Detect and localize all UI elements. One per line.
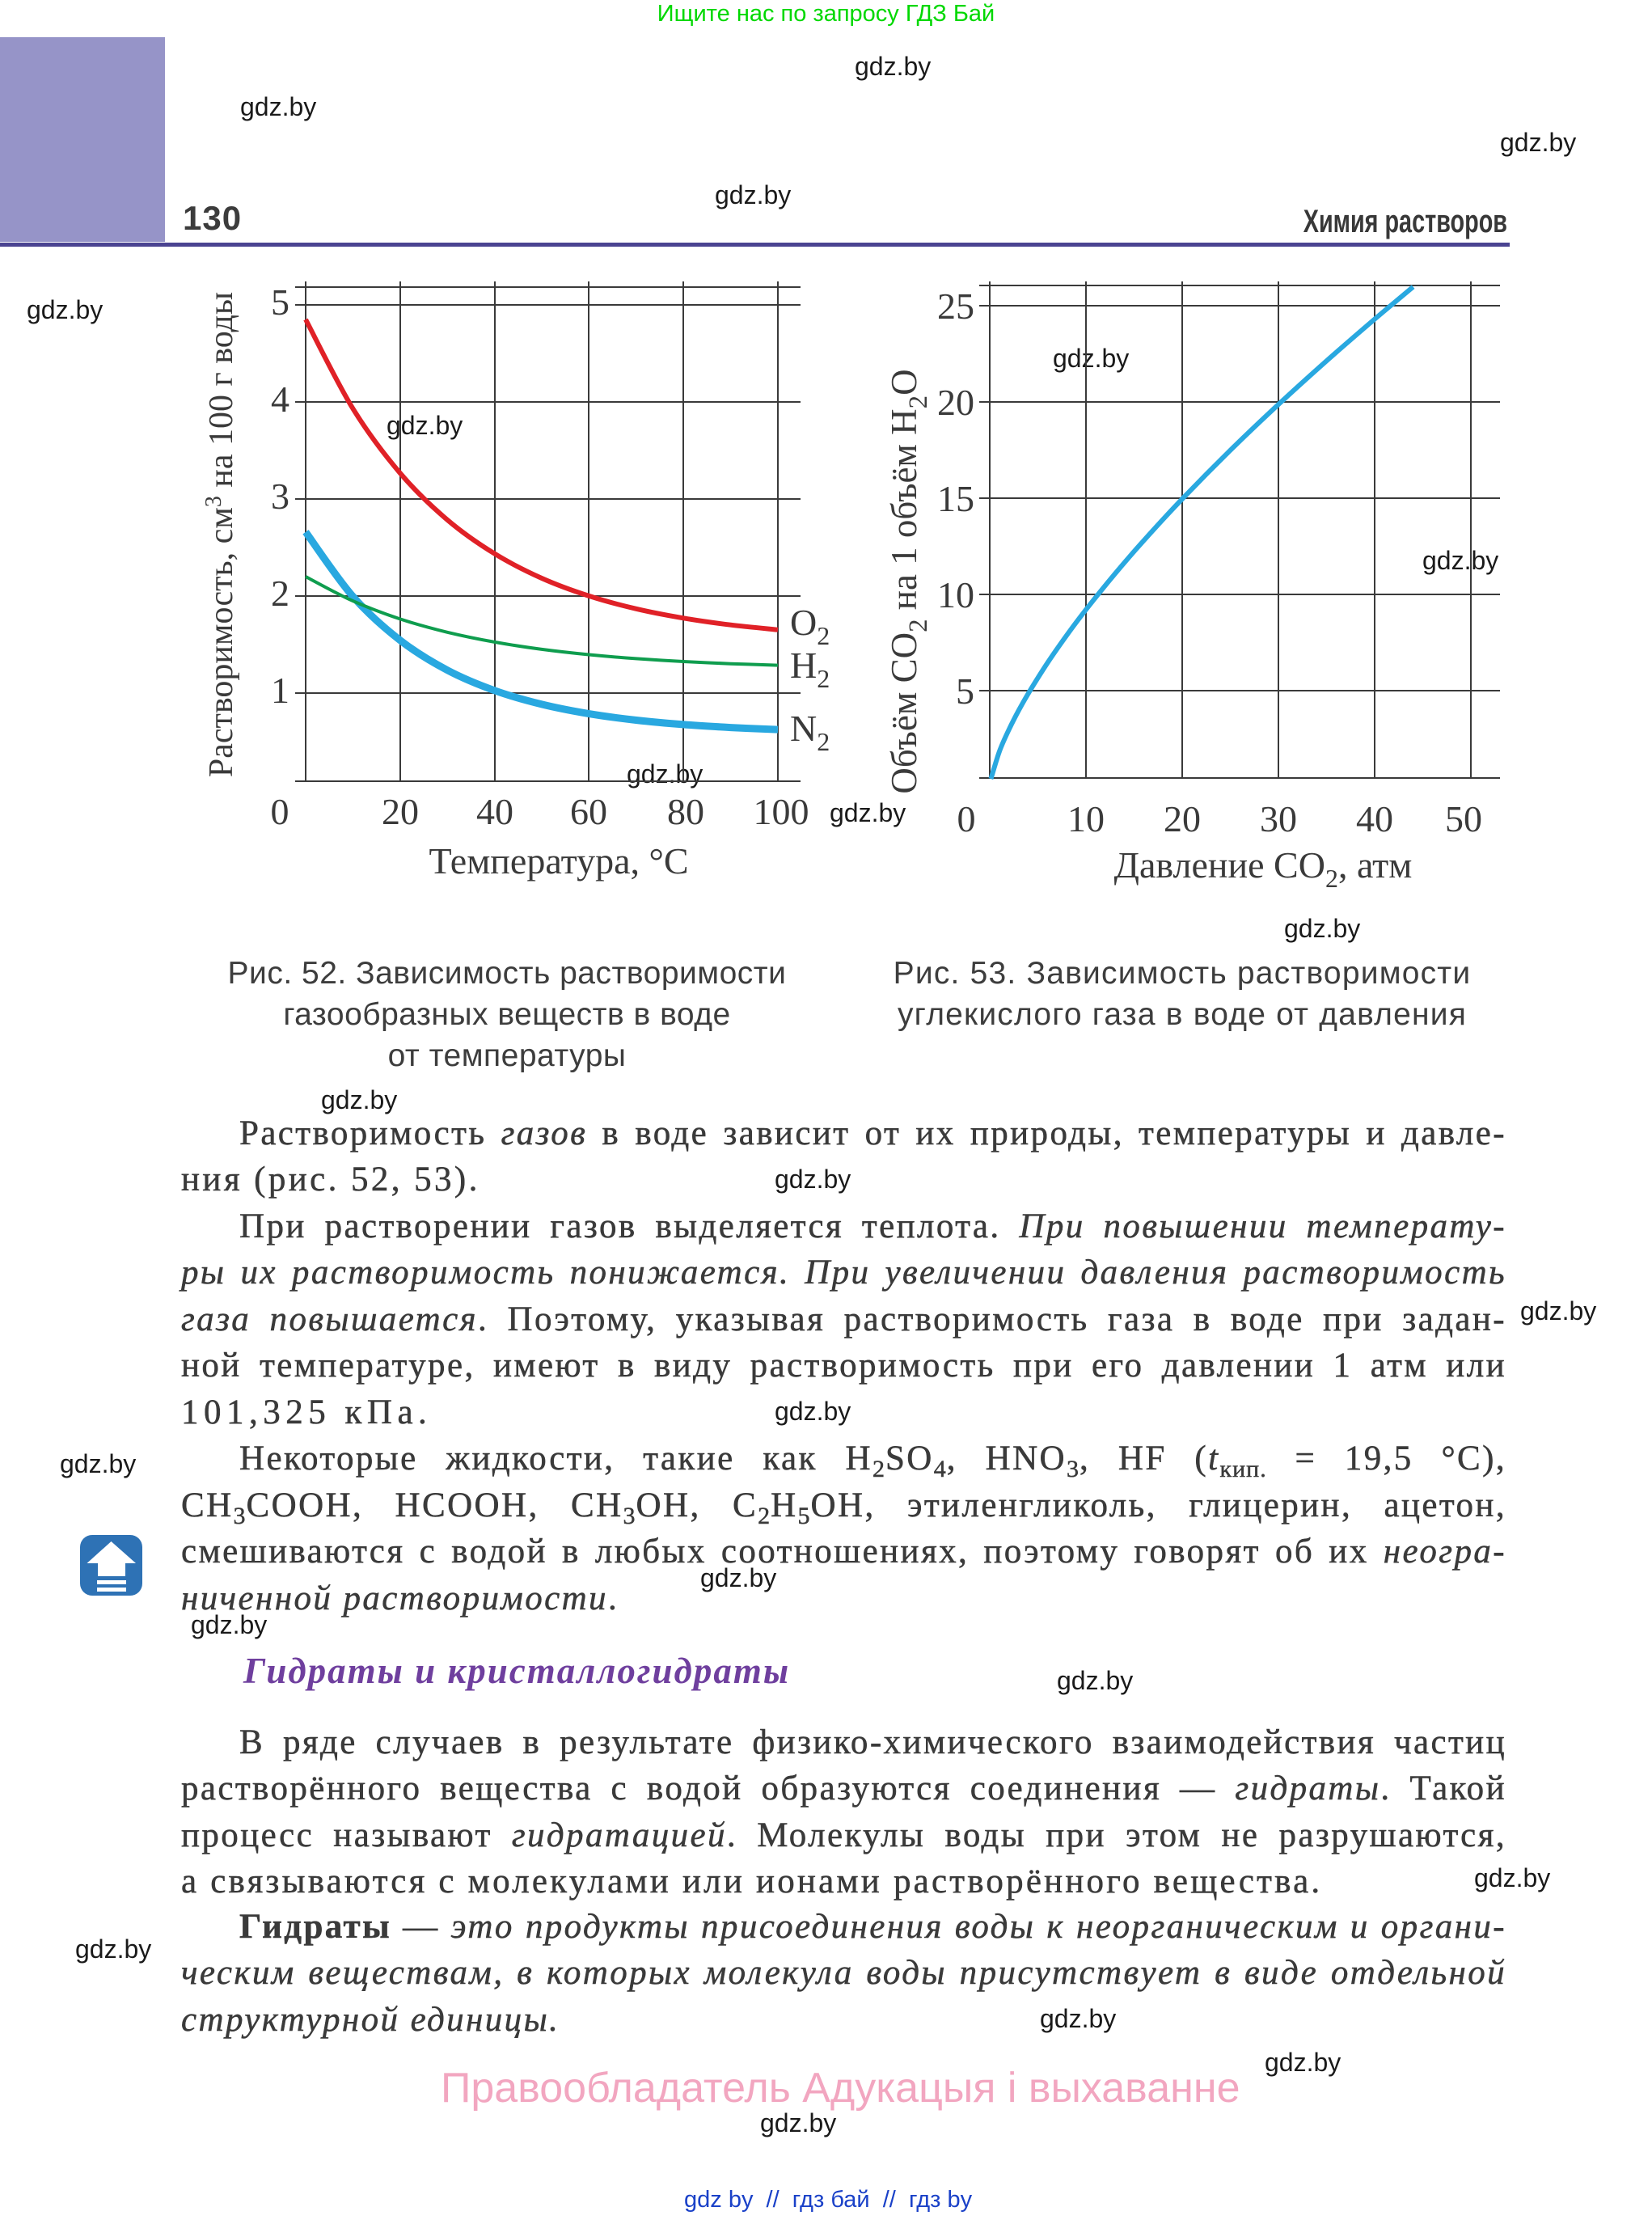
svg-text:5: 5 [956, 670, 974, 712]
svg-text:20: 20 [382, 791, 419, 832]
svg-text:40: 40 [476, 791, 513, 832]
svg-text:15: 15 [937, 478, 974, 519]
svg-text:100: 100 [754, 791, 809, 832]
svg-text:0: 0 [271, 791, 289, 832]
svg-text:N2: N2 [790, 708, 830, 756]
svg-text:20: 20 [1164, 798, 1201, 839]
svg-text:Объём СО2 на 1 объём Н2О: Объём СО2 на 1 объём Н2О [884, 369, 933, 793]
svg-text:80: 80 [667, 791, 704, 832]
svg-text:0: 0 [957, 798, 976, 839]
svg-text:5: 5 [271, 281, 289, 323]
svg-text:40: 40 [1356, 798, 1393, 839]
svg-text:1: 1 [271, 670, 289, 711]
svg-text:10: 10 [1067, 798, 1105, 839]
svg-text:O2: O2 [790, 602, 830, 650]
svg-text:2: 2 [271, 573, 289, 614]
svg-text:20: 20 [937, 382, 974, 423]
svg-text:Давление СО2, атм: Давление СО2, атм [1114, 844, 1413, 893]
svg-text:3: 3 [271, 476, 289, 517]
svg-text:Растворимость, см3 на 100 г во: Растворимость, см3 на 100 г воды [201, 292, 240, 777]
svg-text:H2: H2 [790, 645, 830, 693]
svg-text:50: 50 [1445, 798, 1482, 839]
svg-text:4: 4 [271, 378, 289, 420]
svg-text:Температура, °С: Температура, °С [429, 840, 688, 882]
svg-text:25: 25 [937, 285, 974, 327]
svg-text:30: 30 [1260, 798, 1297, 839]
svg-text:10: 10 [937, 574, 974, 615]
svg-text:60: 60 [570, 791, 607, 832]
